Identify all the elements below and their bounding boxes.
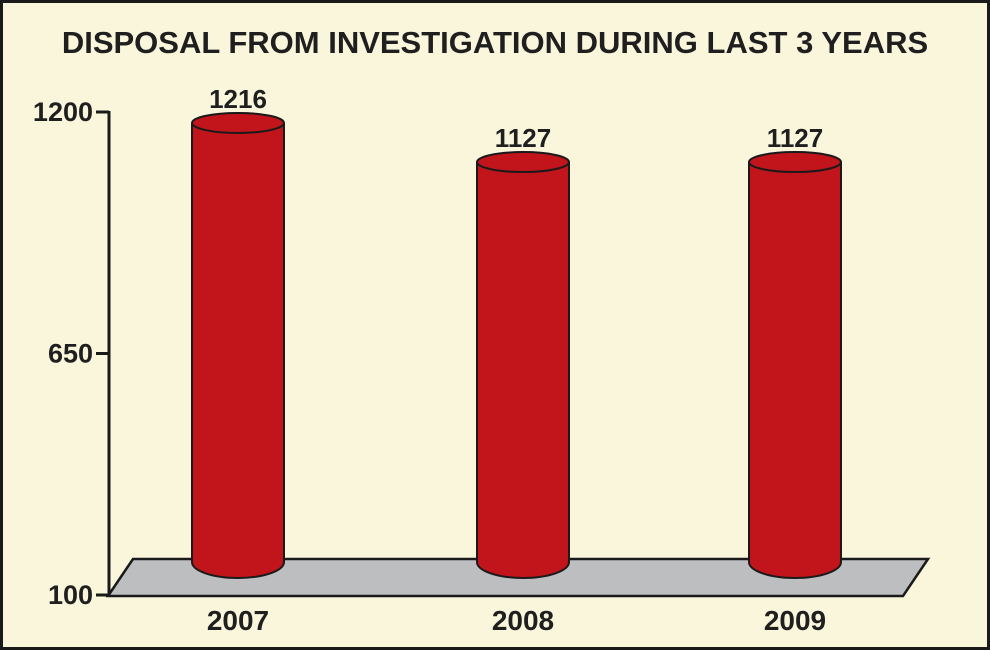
y-axis-tick-label: 100 (48, 580, 93, 610)
bar-top-ellipse (191, 111, 285, 134)
x-axis-label: 2009 (764, 605, 826, 636)
x-axis-label: 2007 (207, 605, 269, 636)
bar-cylinder-2009 (748, 162, 842, 579)
bar-cylinder-2008 (476, 162, 570, 579)
chart-title: DISPOSAL FROM INVESTIGATION DURING LAST … (61, 25, 929, 60)
bars-group (191, 111, 842, 579)
labels-group: 1216 2007 1127 2008 1127 2009 (207, 84, 826, 636)
bar-top-ellipse (476, 151, 570, 174)
bar-value-label: 1127 (767, 123, 823, 153)
bar-value-label: 1127 (495, 123, 551, 153)
y-axis-tick-label: 1200 (33, 97, 93, 127)
x-axis-label: 2008 (492, 605, 554, 636)
bar-cylinder-2007 (191, 122, 285, 579)
y-axis-ticks-group: 1200 650 100 (33, 97, 109, 610)
bar-top-ellipse (748, 151, 842, 174)
bar-value-label: 1216 (209, 84, 267, 114)
y-axis-tick-label: 650 (48, 339, 93, 369)
